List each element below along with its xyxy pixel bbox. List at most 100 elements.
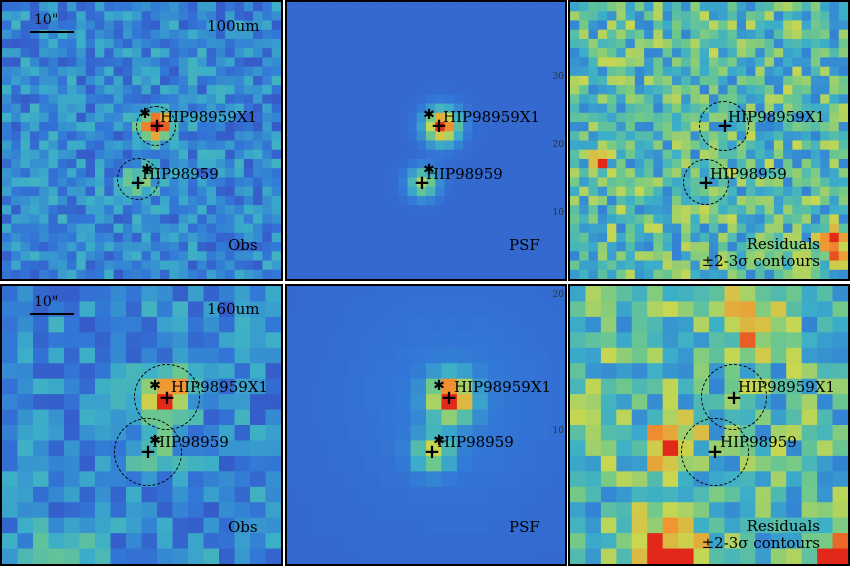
map-pixel: [724, 409, 741, 426]
map-pixel: [537, 94, 548, 105]
map-pixel: [262, 2, 273, 12]
map-pixel: [546, 149, 557, 160]
map-pixel: [444, 57, 455, 68]
map-pixel: [585, 440, 602, 457]
map-pixel: [810, 131, 821, 142]
map-pixel: [351, 251, 362, 262]
map-pixel: [2, 205, 12, 215]
map-pixel: [64, 548, 81, 564]
map-pixel: [333, 103, 344, 114]
map-pixel: [141, 486, 158, 503]
map-pixel: [361, 48, 371, 58]
map-pixel: [518, 94, 529, 105]
map-pixel: [79, 471, 96, 488]
map-pixel: [132, 20, 143, 31]
map-pixel: [178, 103, 189, 114]
map-pixel: [172, 471, 189, 488]
map-pixel: [503, 486, 520, 503]
map-pixel: [160, 158, 170, 169]
map-pixel: [739, 455, 756, 472]
map-pixel: [215, 269, 226, 279]
map-pixel: [157, 517, 174, 534]
map-pixel: [490, 112, 501, 123]
map-pixel: [348, 316, 365, 333]
map-pixel: [699, 57, 710, 68]
map-pixel: [616, 66, 627, 77]
map-pixel: [188, 533, 205, 550]
map-pixel: [690, 103, 701, 114]
map-pixel: [435, 251, 446, 262]
map-pixel: [265, 502, 281, 519]
map-pixel: [48, 38, 59, 49]
map-pixel: [634, 242, 645, 252]
map-pixel: [178, 158, 189, 169]
map-pixel: [597, 85, 608, 95]
map-pixel: [234, 158, 245, 169]
map-pixel: [500, 186, 510, 197]
map-pixel: [305, 186, 316, 197]
map-pixel: [17, 533, 34, 550]
map-pixel: [625, 103, 636, 114]
map-pixel: [225, 140, 236, 151]
map-pixel: [234, 378, 251, 395]
map-pixel: [67, 48, 77, 58]
map-pixel: [736, 20, 747, 31]
map-pixel: [634, 112, 645, 123]
map-pixel: [727, 177, 738, 188]
map-pixel: [2, 517, 19, 534]
map-pixel: [253, 242, 263, 252]
map-pixel: [546, 48, 557, 58]
map-pixel: [832, 548, 848, 564]
map-pixel: [534, 316, 551, 333]
map-pixel: [527, 48, 538, 58]
map-pixel: [527, 140, 538, 151]
map-pixel: [361, 11, 371, 22]
map-pixel: [690, 177, 701, 188]
map-pixel: [225, 112, 236, 123]
map-pixel: [2, 168, 12, 179]
map-pixel: [527, 168, 538, 179]
map-pixel: [215, 186, 226, 197]
map-pixel: [250, 378, 267, 395]
map-pixel: [379, 158, 390, 169]
map-pixel: [314, 149, 325, 160]
map-pixel: [444, 223, 455, 234]
map-pixel: [644, 242, 654, 252]
map-pixel: [472, 112, 483, 123]
map-pixel: [67, 242, 77, 252]
map-pixel: [463, 177, 473, 188]
map-pixel: [113, 260, 124, 271]
map-pixel: [416, 158, 427, 169]
map-pixel: [39, 205, 50, 215]
map-pixel: [681, 38, 692, 49]
map-pixel: [588, 112, 599, 123]
map-pixel: [829, 38, 840, 49]
map-pixel: [342, 103, 353, 114]
map-pixel: [616, 11, 627, 22]
map-pixel: [234, 205, 245, 215]
map-pixel: [426, 455, 443, 472]
map-pixel: [305, 140, 316, 151]
map-pixel: [141, 11, 152, 22]
map-pixel: [317, 301, 334, 318]
map-pixel: [407, 260, 418, 271]
map-pixel: [395, 347, 412, 364]
map-pixel: [141, 140, 152, 151]
map-pixel: [453, 75, 464, 86]
map-pixel: [699, 177, 710, 188]
map-pixel: [160, 48, 170, 58]
map-pixel: [305, 85, 316, 95]
map-pixel: [770, 548, 787, 564]
map-pixel: [262, 57, 273, 68]
map-pixel: [33, 332, 50, 349]
map-pixel: [67, 195, 77, 206]
map-pixel: [398, 48, 409, 58]
map-pixel: [490, 214, 501, 225]
map-pixel: [225, 20, 236, 31]
map-pixel: [85, 251, 96, 262]
map-pixel: [150, 122, 161, 132]
map-pixel: [671, 195, 682, 206]
map-pixel: [555, 168, 565, 179]
map-pixel: [829, 177, 840, 188]
map-pixel: [709, 533, 726, 550]
